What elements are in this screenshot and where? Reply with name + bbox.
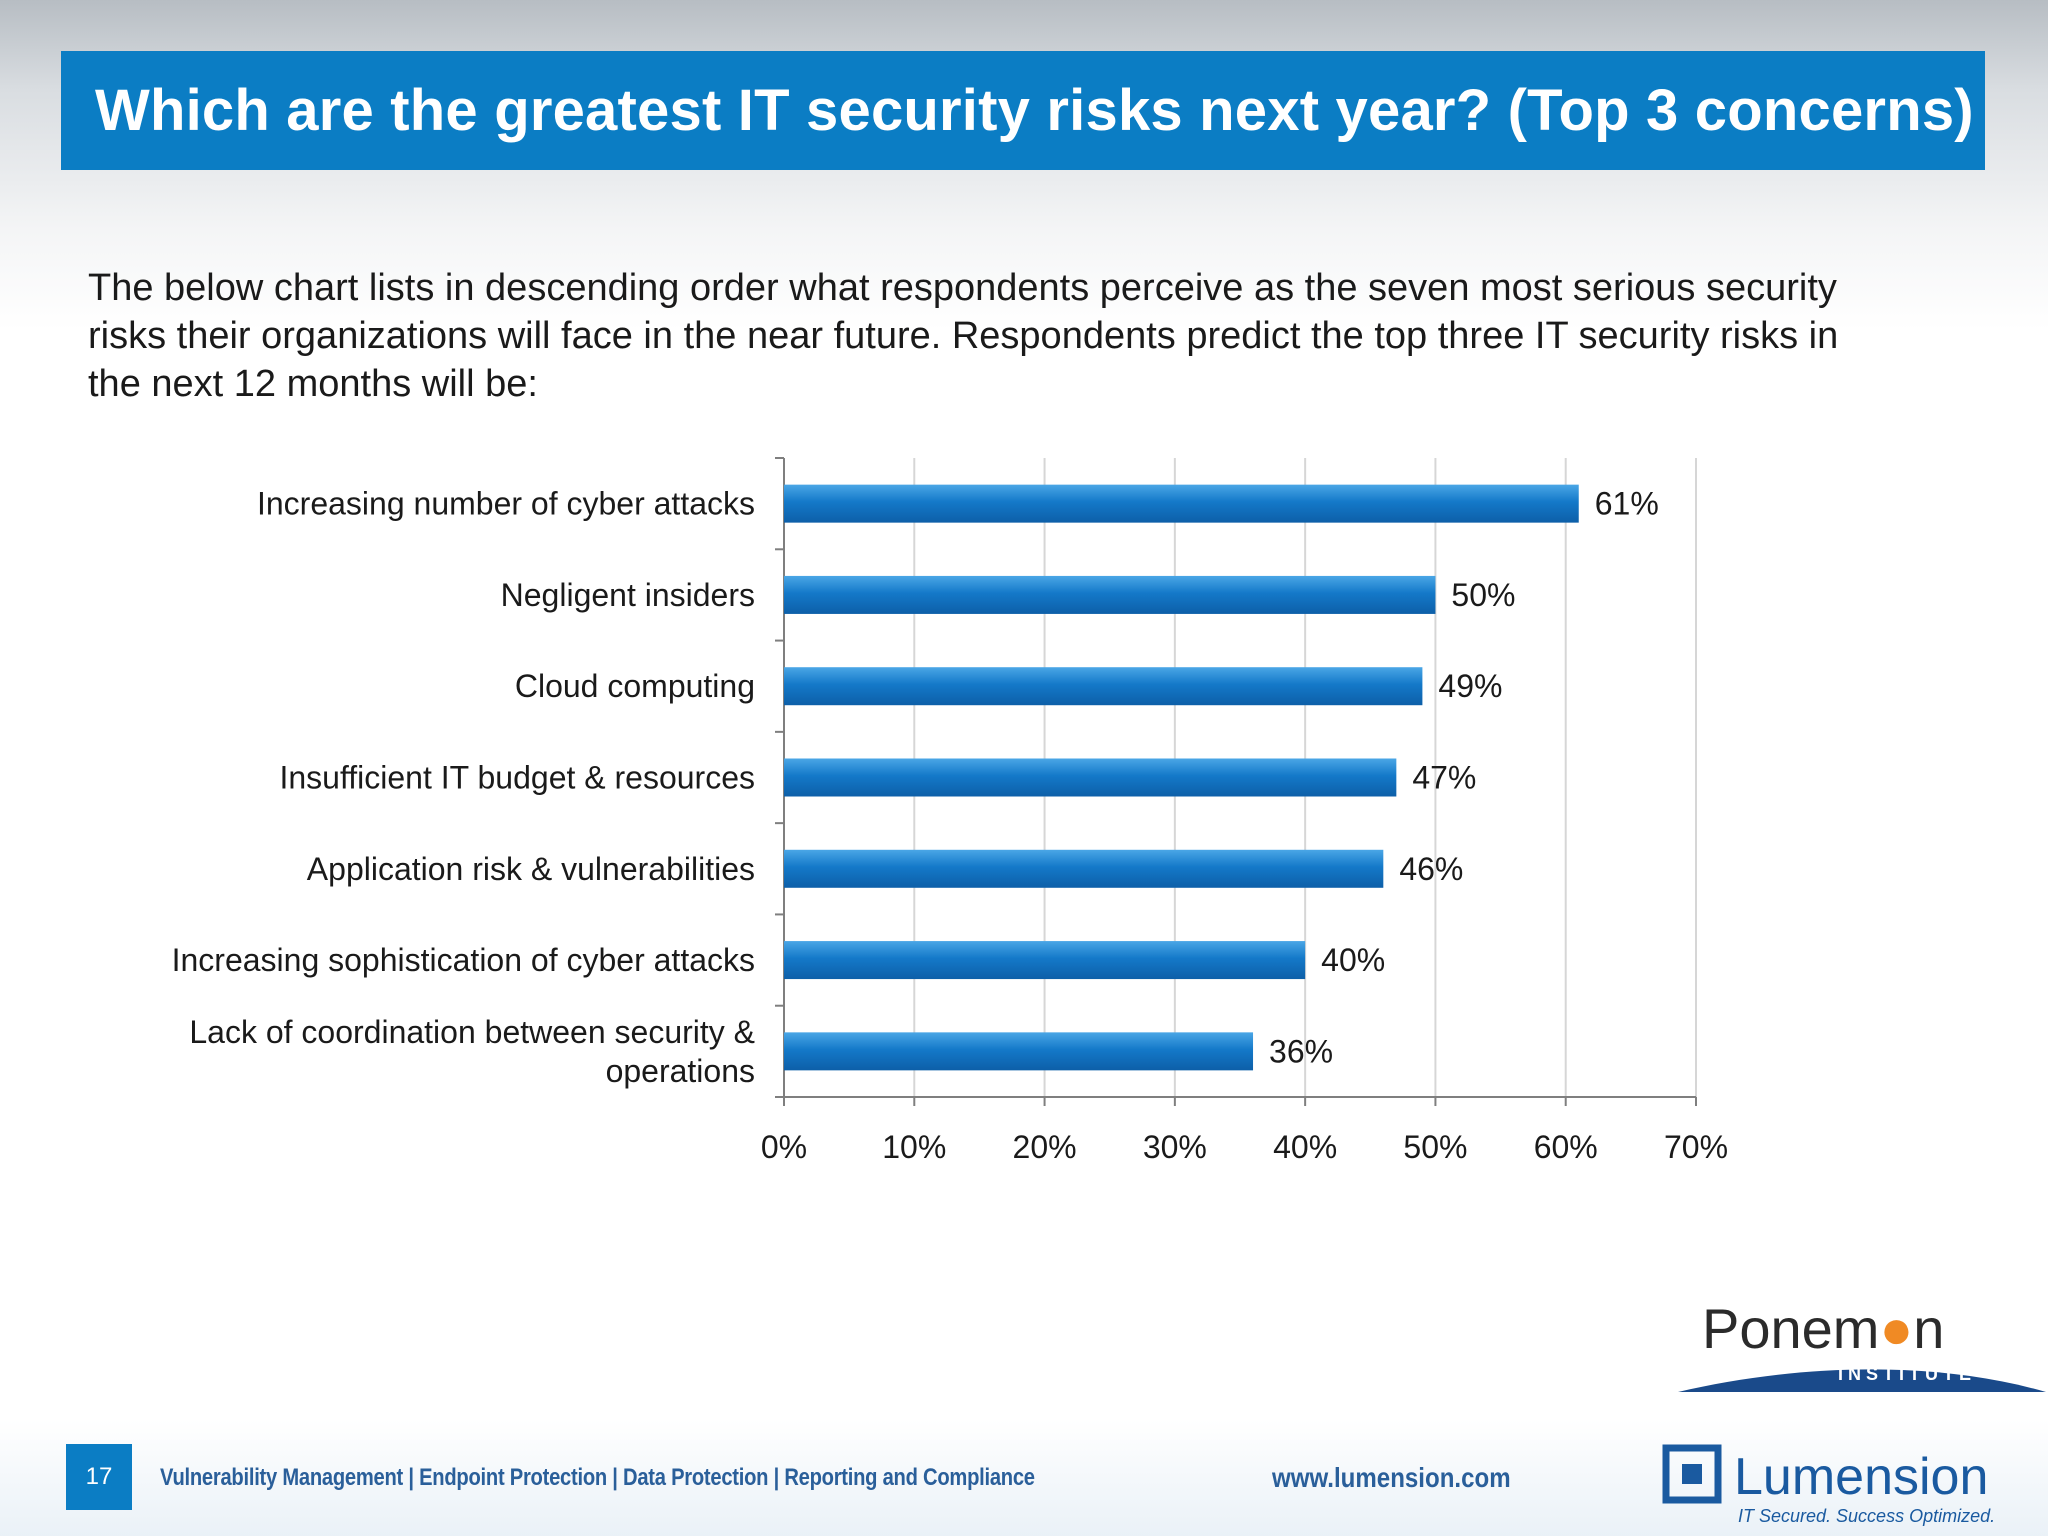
value-label: 36%: [1269, 1033, 1333, 1069]
x-tick-label: 20%: [1013, 1129, 1077, 1165]
lumension-logo: Lumension IT Secured. Success Optimized.: [1662, 1444, 1995, 1526]
category-label: operations: [606, 1053, 755, 1089]
title-bar: Which are the greatest IT security risks…: [61, 51, 1985, 170]
x-tick-label: 0%: [761, 1129, 807, 1165]
page-number: 17: [66, 1444, 132, 1510]
x-tick-label: 10%: [882, 1129, 946, 1165]
lumension-mark-inner: [1682, 1464, 1702, 1484]
category-label: Lack of coordination between security &: [189, 1014, 755, 1050]
category-label: Increasing sophistication of cyber attac…: [172, 942, 755, 978]
bar: [784, 941, 1306, 980]
category-label: Increasing number of cyber attacks: [257, 486, 755, 522]
x-tick-label: 30%: [1143, 1129, 1207, 1165]
lumension-logo-text: Lumension: [1734, 1448, 1988, 1506]
value-label: 61%: [1595, 486, 1659, 522]
value-label: 50%: [1451, 577, 1515, 613]
category-label: Negligent insiders: [501, 577, 755, 613]
category-label: Cloud computing: [515, 668, 755, 704]
x-tick-label: 60%: [1534, 1129, 1598, 1165]
category-label: Insufficient IT budget & resources: [279, 760, 755, 796]
value-label: 40%: [1321, 942, 1385, 978]
value-label: 47%: [1412, 760, 1476, 796]
bar: [784, 667, 1423, 706]
bar: [784, 758, 1397, 797]
ponemon-sub-text: INSTITUTE: [1838, 1364, 1976, 1384]
value-label: 49%: [1438, 668, 1502, 704]
lumension-tagline: IT Secured. Success Optimized.: [1738, 1506, 1995, 1526]
bar: [784, 575, 1436, 614]
category-label: Application risk & vulnerabilities: [307, 851, 755, 887]
bar-chart: 0% 10% 20% 30% 40% 50% 60% 70% 61% Increasing num…: [172, 457, 1728, 1165]
ponemon-logo-text: Ponem●n: [1702, 1297, 1944, 1360]
footer-url[interactable]: www.lumension.com: [1272, 1462, 1511, 1493]
bar: [784, 1032, 1254, 1071]
x-tick-label: 70%: [1664, 1129, 1728, 1165]
footer-tagline: Vulnerability Management | Endpoint Prot…: [160, 1464, 1035, 1491]
x-tick-label: 50%: [1403, 1129, 1467, 1165]
lumension-mark: [1662, 1444, 1722, 1504]
page-title: Which are the greatest IT security risks…: [95, 78, 1974, 143]
ponemon-logo: Ponem●n INSTITUTE: [1678, 1297, 2046, 1392]
value-label: 46%: [1399, 851, 1463, 887]
bar: [784, 484, 1579, 523]
x-tick-label: 40%: [1273, 1129, 1337, 1165]
footer-band: [0, 1420, 2048, 1536]
intro-text: The below chart lists in descending orde…: [88, 267, 1839, 405]
ponemon-swoosh: [1678, 1369, 2046, 1392]
bar: [784, 849, 1384, 888]
